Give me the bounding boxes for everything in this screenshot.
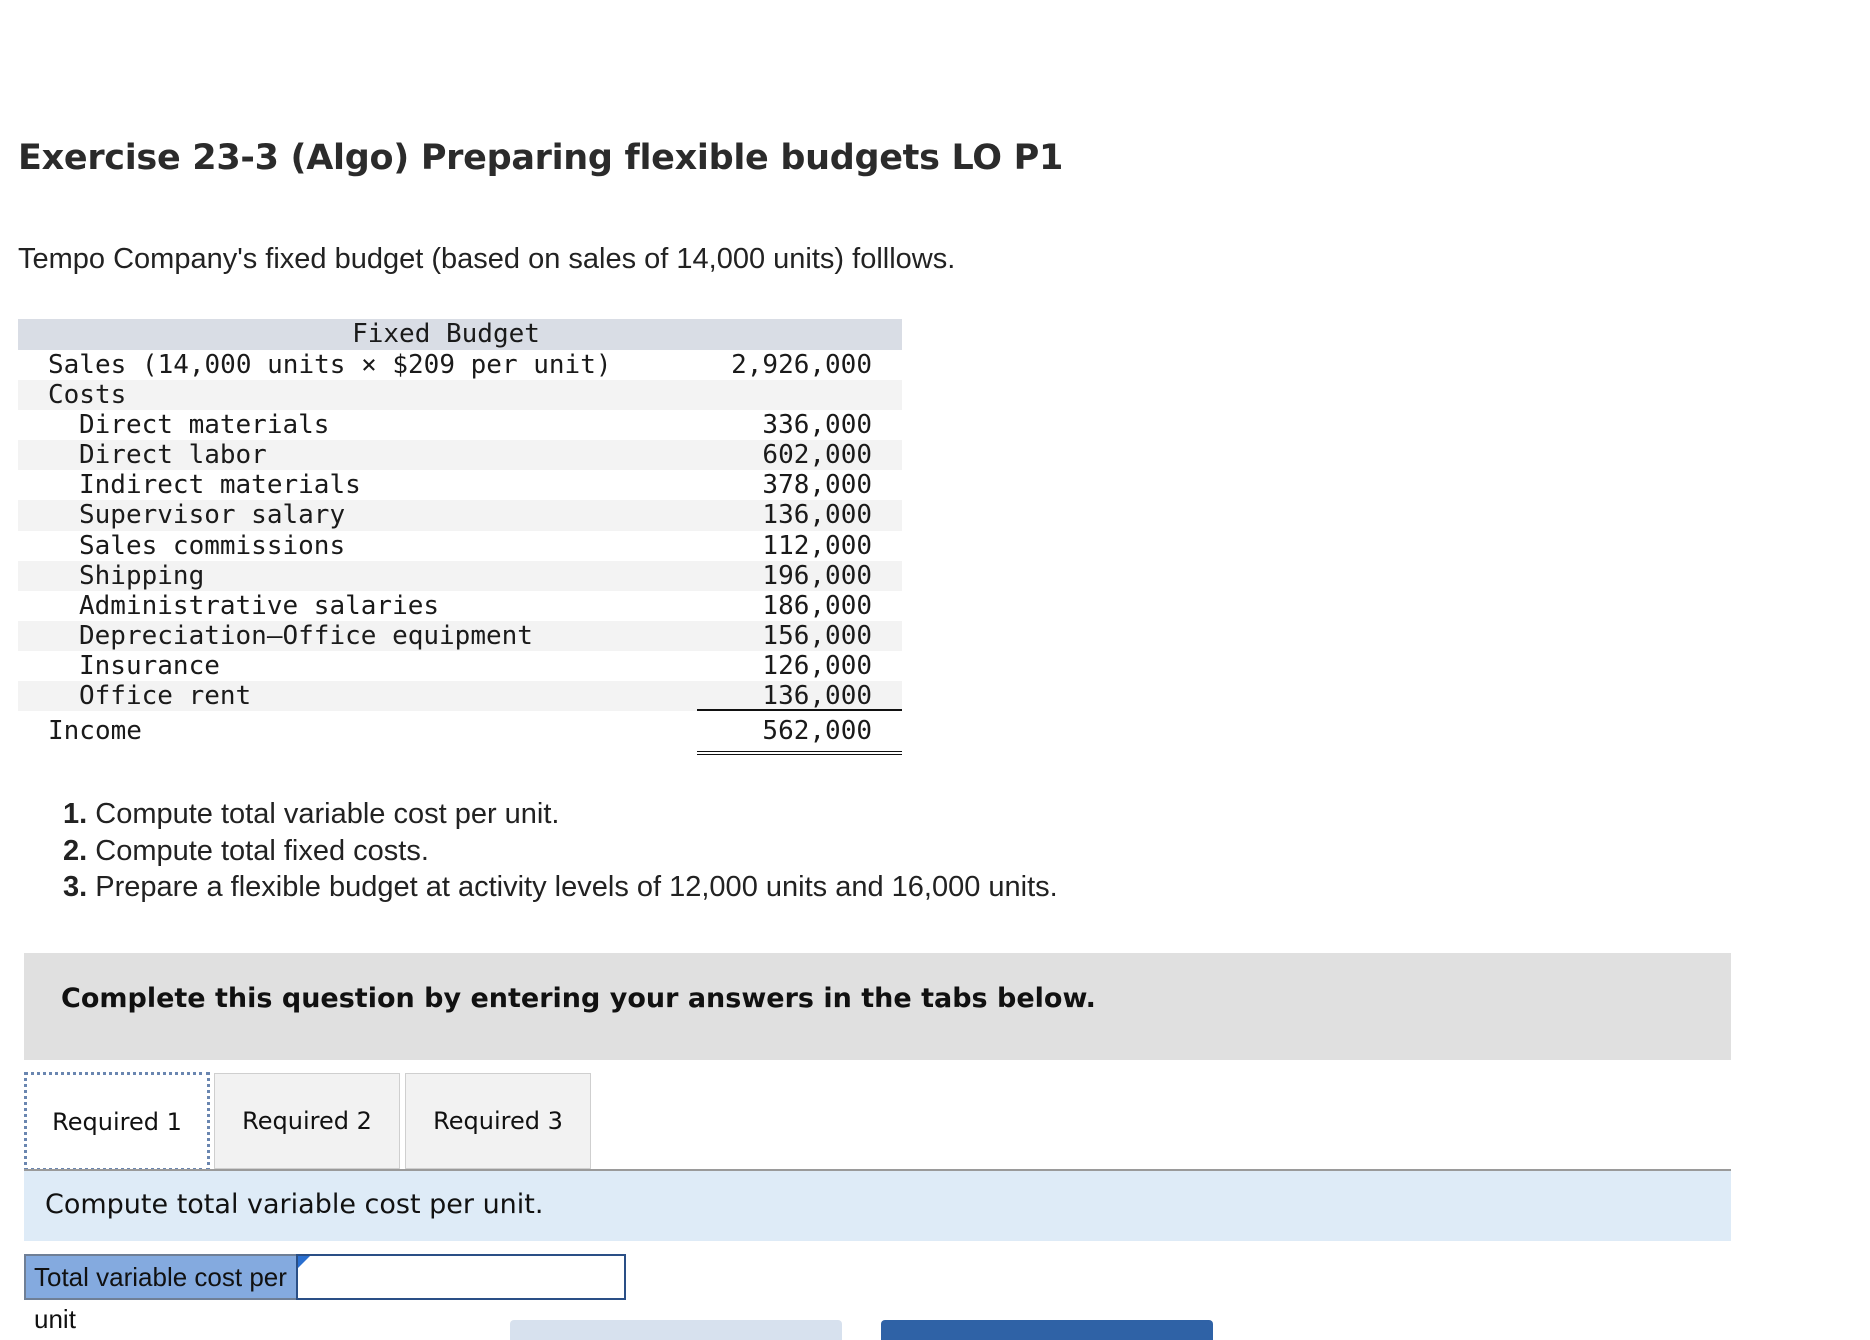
cost-amount: 112,000 xyxy=(762,530,872,561)
instruction-item: 2. Compute total fixed costs. xyxy=(63,833,1058,870)
cost-label: Direct materials xyxy=(79,410,330,441)
income-label: Income xyxy=(48,716,142,747)
answer-label: Total variable cost per unit xyxy=(26,1256,296,1334)
cost-amount: 126,000 xyxy=(762,650,872,681)
budget-sales-row: Sales (14,000 units × $209 per unit) 2,9… xyxy=(18,350,902,380)
cost-row: Administrative salaries 186,000 xyxy=(18,591,902,621)
instruction-text: Compute total variable cost per unit. xyxy=(95,798,560,830)
cost-label: Office rent xyxy=(79,681,252,712)
budget-header: Fixed Budget xyxy=(352,319,540,349)
exercise-title: Exercise 23-3 (Algo) Preparing flexible … xyxy=(18,138,1064,178)
tab-required-1[interactable]: Required 1 xyxy=(24,1072,210,1171)
answer-input-wrapper xyxy=(296,1254,626,1300)
cost-row: Depreciation—Office equipment 156,000 xyxy=(18,620,902,651)
instruction-banner: Complete this question by entering your … xyxy=(24,953,1731,1060)
cost-row: Office rent 136,000 xyxy=(18,681,902,712)
input-corner-marker-icon xyxy=(298,1256,310,1268)
cost-amount: 136,000 xyxy=(762,500,872,531)
cost-amount: 186,000 xyxy=(762,590,872,621)
instruction-text: Compute total fixed costs. xyxy=(95,834,429,867)
cost-row: Indirect materials 378,000 xyxy=(18,470,902,500)
cost-row: Shipping 196,000 xyxy=(18,560,902,591)
budget-income-row: Income 562,000 xyxy=(18,711,902,756)
instruction-item: 3. Prepare a flexible budget at activity… xyxy=(63,869,1058,906)
tab-required-3[interactable]: Required 3 xyxy=(405,1073,591,1169)
cost-row: Sales commissions 112,000 xyxy=(18,531,902,561)
next-button[interactable] xyxy=(881,1320,1213,1340)
cost-amount: 136,000 xyxy=(697,681,902,712)
cost-row: Supervisor salary 136,000 xyxy=(18,500,902,531)
instruction-item: 1. Compute total variable cost per unit. xyxy=(63,796,1058,833)
answer-row: Total variable cost per unit xyxy=(24,1254,626,1334)
tab-divider xyxy=(24,1169,1731,1171)
costs-label: Costs xyxy=(48,380,127,411)
budget-header-row: Fixed Budget xyxy=(18,319,902,350)
cost-amount: 156,000 xyxy=(762,620,872,651)
cost-label: Insurance xyxy=(79,650,220,681)
budget-costs-row: Costs xyxy=(18,380,902,411)
instruction-number: 1. xyxy=(63,798,88,830)
instruction-text: Prepare a flexible budget at activity le… xyxy=(95,871,1058,903)
fixed-budget-table: Fixed Budget Sales (14,000 units × $209 … xyxy=(18,319,902,756)
tab-prompt-panel: Compute total variable cost per unit. xyxy=(24,1171,1731,1241)
cost-label: Supervisor salary xyxy=(79,500,346,531)
exercise-intro: Tempo Company's fixed budget (based on s… xyxy=(18,243,956,275)
income-amount: 562,000 xyxy=(697,711,902,756)
tab-prompt: Compute total variable cost per unit. xyxy=(45,1189,544,1220)
banner-text: Complete this question by entering your … xyxy=(61,983,1096,1014)
sales-label: Sales (14,000 units × $209 per unit) xyxy=(48,350,612,380)
sales-amount: 2,926,000 xyxy=(731,350,872,380)
cost-label: Administrative salaries xyxy=(79,590,440,621)
instruction-number: 3. xyxy=(63,871,88,903)
instruction-number: 2. xyxy=(63,834,88,867)
cost-label: Indirect materials xyxy=(79,470,361,501)
prev-button[interactable] xyxy=(510,1320,842,1340)
tab-required-2[interactable]: Required 2 xyxy=(214,1073,400,1169)
cost-label: Depreciation—Office equipment xyxy=(79,620,533,651)
cost-row: Insurance 126,000 xyxy=(18,651,902,681)
instructions-list: 1. Compute total variable cost per unit.… xyxy=(63,796,1058,906)
cost-label: Sales commissions xyxy=(79,530,346,561)
cost-amount: 378,000 xyxy=(762,470,872,501)
cost-row: Direct materials 336,000 xyxy=(18,410,902,440)
cost-label: Direct labor xyxy=(79,440,267,471)
cost-amount: 602,000 xyxy=(762,440,872,471)
cost-amount: 196,000 xyxy=(762,560,872,591)
total-variable-cost-input[interactable] xyxy=(298,1256,624,1298)
cost-amount: 336,000 xyxy=(762,410,872,441)
cost-row: Direct labor 602,000 xyxy=(18,440,902,471)
cost-label: Shipping xyxy=(79,560,205,591)
